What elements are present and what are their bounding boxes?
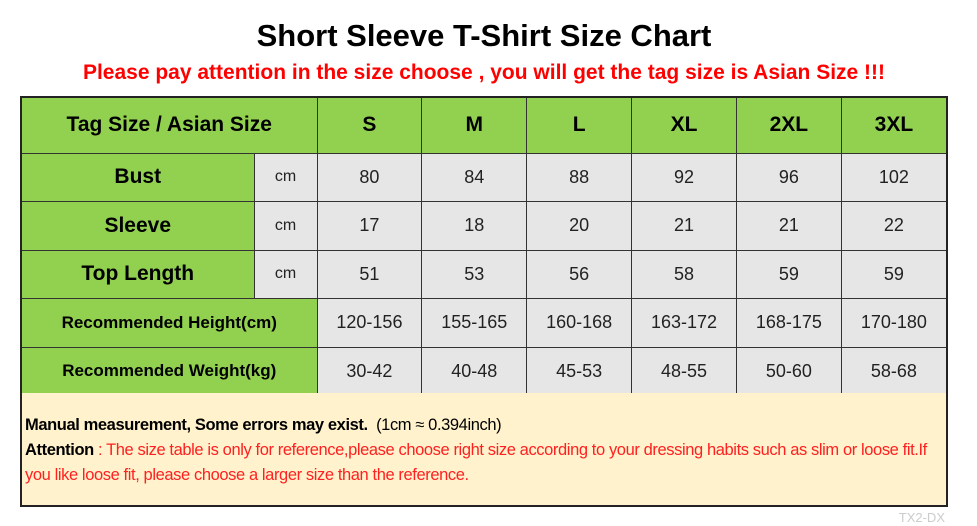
header-label: Tag Size / Asian Size xyxy=(20,96,318,154)
value-cell: 48-55 xyxy=(631,346,737,396)
value-cell: 22 xyxy=(840,201,948,251)
row-label: Sleeve xyxy=(20,201,255,251)
value-cell: 53 xyxy=(421,249,528,299)
unit-cell: cm xyxy=(253,201,318,251)
value-cell: 45-53 xyxy=(526,346,633,396)
value-cell: 155-165 xyxy=(421,298,528,348)
value-cell: 18 xyxy=(421,201,528,251)
value-cell: 120-156 xyxy=(316,298,423,348)
size-header-l: L xyxy=(526,96,633,154)
value-cell: 58-68 xyxy=(840,346,948,396)
value-cell: 59 xyxy=(840,249,948,299)
value-cell: 102 xyxy=(840,152,948,202)
table-row: Recommended Weight(kg) 30-42 40-48 45-53 48-… xyxy=(20,346,948,396)
value-cell: 88 xyxy=(526,152,633,202)
value-cell: 21 xyxy=(631,201,737,251)
value-cell: 84 xyxy=(421,152,528,202)
value-cell: 59 xyxy=(735,249,842,299)
attention-text: The size table is only for reference,ple… xyxy=(25,441,927,484)
measurement-note: Manual measurement, Some errors may exis… xyxy=(20,393,948,507)
size-header-m: M xyxy=(421,96,528,154)
value-cell: 40-48 xyxy=(421,346,528,396)
value-cell: 50-60 xyxy=(735,346,842,396)
value-cell: 58 xyxy=(631,249,737,299)
value-cell: 17 xyxy=(316,201,423,251)
table-row: Bust cm 80 84 88 92 96 102 xyxy=(20,152,948,202)
row-label: Top Length xyxy=(20,249,255,299)
size-header-2xl: 2XL xyxy=(735,96,842,154)
table-row: Recommended Height(cm) 120-156 155-165 160-… xyxy=(20,298,948,348)
value-cell: 163-172 xyxy=(631,298,737,348)
value-cell: 56 xyxy=(526,249,633,299)
value-cell: 20 xyxy=(526,201,633,251)
value-cell: 92 xyxy=(631,152,737,202)
value-cell: 51 xyxy=(316,249,423,299)
value-cell: 30-42 xyxy=(316,346,423,396)
row-label: Bust xyxy=(20,152,255,202)
unit-cell: cm xyxy=(253,152,318,202)
size-header-3xl: 3XL xyxy=(840,96,948,154)
value-cell: 168-175 xyxy=(735,298,842,348)
chart-title: Short Sleeve T-Shirt Size Chart xyxy=(256,18,712,53)
size-header-s: S xyxy=(316,96,423,154)
size-table: Tag Size / Asian Size S M L XL 2XL 3XL Bust cm 80… xyxy=(20,96,948,397)
table-row: Sleeve cm 17 18 20 21 21 22 xyxy=(20,201,948,251)
attention-label: Attention xyxy=(25,441,94,459)
value-cell: 160-168 xyxy=(526,298,633,348)
value-cell: 170-180 xyxy=(840,298,948,348)
attention-separator: : xyxy=(93,441,107,459)
value-cell: 96 xyxy=(735,152,842,202)
conversion-text: (1cm ≈ 0.394inch) xyxy=(376,416,502,434)
header-row: Tag Size / Asian Size S M L XL 2XL 3XL xyxy=(20,96,948,154)
row-label: Recommended Weight(kg) xyxy=(20,346,318,396)
watermark: TX2-DX xyxy=(898,510,945,525)
asian-size-warning: Please pay attention in the size choose … xyxy=(82,61,886,84)
row-label: Recommended Height(cm) xyxy=(20,298,318,348)
value-cell: 80 xyxy=(316,152,423,202)
measurement-disclaimer: Manual measurement, Some errors may exis… xyxy=(25,416,368,434)
size-header-xl: XL xyxy=(631,96,737,154)
value-cell: 21 xyxy=(735,201,842,251)
unit-cell: cm xyxy=(253,249,318,299)
table-row: Top Length cm 51 53 56 58 59 59 xyxy=(20,249,948,299)
